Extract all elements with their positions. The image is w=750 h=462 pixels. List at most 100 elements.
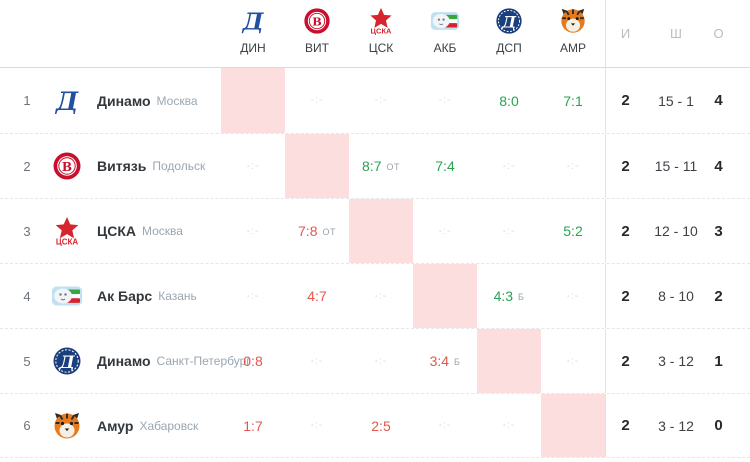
points: 3	[714, 222, 723, 240]
team-cell[interactable]: Витязь Подольск	[44, 134, 221, 198]
score-value: -:-	[246, 160, 260, 172]
team-cell[interactable]: ЦСКА Москва	[44, 199, 221, 263]
team-abbr: ВИТ	[305, 41, 329, 55]
team-row: 4 Ак Барс Казань -:- 4:7 -:- 4:3 Б -:- 2 …	[0, 263, 750, 328]
score-value: -:-	[374, 355, 388, 367]
score-suffix: ОТ	[322, 227, 336, 237]
score-value: -:-	[502, 225, 516, 237]
score-cell: -:-	[221, 199, 285, 263]
score-value: 3:4	[429, 353, 450, 369]
team-name: Динамо	[97, 353, 151, 369]
score-value: 7:1	[563, 92, 583, 109]
team-rank: 5	[23, 353, 31, 369]
score-cell: -:-	[541, 329, 605, 393]
header-team-spacer	[44, 0, 221, 67]
team-city: Подольск	[152, 159, 206, 173]
score-value: 8:7	[362, 158, 382, 174]
score-cell[interactable]: 1:7	[221, 394, 285, 457]
team-row: 1 Динамо Москва -:- -:- -:- 8:0 7:1 2 15…	[0, 68, 750, 133]
games-played: 2	[605, 394, 645, 457]
score-cell[interactable]: 4:3 Б	[477, 264, 541, 328]
vityaz-logo	[302, 6, 332, 36]
score-cell[interactable]: 5:2	[541, 199, 605, 263]
score-cell[interactable]: 0:8	[221, 329, 285, 393]
points: 2	[714, 287, 723, 305]
score-cell: -:-	[413, 394, 477, 457]
ak-bars-logo	[430, 6, 460, 36]
score-value: 2:5	[371, 417, 391, 434]
score-cell: -:-	[413, 199, 477, 263]
score-cell: -:-	[477, 394, 541, 457]
cska-logo	[366, 6, 396, 36]
goals-for-against: 15 - 1	[658, 92, 694, 109]
score-cell: -:-	[477, 134, 541, 198]
team-cell[interactable]: Динамо Санкт-Петербург	[44, 329, 251, 393]
score-cell: -:-	[349, 68, 413, 133]
goals-for-against: 3 - 12	[658, 417, 694, 434]
team-name: Витязь	[97, 158, 147, 174]
goals-for-against: 3 - 12	[658, 353, 694, 369]
score-cell	[285, 134, 349, 198]
score-cell: -:-	[221, 264, 285, 328]
score-value: 1:7	[243, 417, 263, 434]
score-value: -:-	[566, 355, 580, 367]
team-row: 6 Амур Хабаровск 1:7 -:- 2:5 -:- -:- 2 3…	[0, 393, 750, 458]
score-value: -:-	[438, 225, 452, 237]
score-value: 5:2	[563, 223, 583, 239]
goals-for-against: 15 - 11	[654, 158, 698, 174]
team-name: Динамо	[97, 92, 151, 109]
score-cell: -:-	[413, 68, 477, 133]
team-city: Москва	[142, 224, 183, 238]
header-games-played: И	[605, 0, 645, 67]
header-team-dsp[interactable]: ДСП	[477, 0, 541, 67]
team-rank: 1	[23, 93, 31, 108]
team-name: Ак Барс	[97, 288, 153, 304]
dinamo-moscow-logo	[51, 85, 83, 117]
score-cell	[477, 329, 541, 393]
header-team-vit[interactable]: ВИТ	[285, 0, 349, 67]
team-cell[interactable]: Ак Барс Казань	[44, 264, 221, 328]
team-abbr: ДИН	[240, 41, 266, 55]
score-cell[interactable]: 4:7	[285, 264, 349, 328]
score-value: 7:4	[435, 158, 455, 174]
header-team-amr[interactable]: АМР	[541, 0, 605, 67]
header-team-csk[interactable]: ЦСК	[349, 0, 413, 67]
score-cell: -:-	[285, 68, 349, 133]
score-value: -:-	[310, 420, 324, 431]
team-cell[interactable]: Амур Хабаровск	[44, 394, 221, 457]
team-abbr: ДСП	[496, 41, 522, 55]
score-suffix: ОТ	[386, 162, 400, 172]
score-value: -:-	[310, 95, 324, 106]
score-cell[interactable]: 7:8 ОТ	[285, 199, 349, 263]
points: 0	[714, 417, 723, 434]
team-city: Москва	[156, 93, 198, 108]
points: 1	[714, 352, 723, 370]
score-cell[interactable]: 7:1	[541, 68, 605, 133]
team-rank: 3	[23, 223, 31, 239]
score-cell: -:-	[349, 329, 413, 393]
score-cell[interactable]: 2:5	[349, 394, 413, 457]
score-cell[interactable]: 3:4 Б	[413, 329, 477, 393]
score-value: -:-	[246, 225, 260, 237]
score-cell	[541, 394, 605, 457]
score-cell[interactable]: 8:0	[477, 68, 541, 133]
team-abbr: АКБ	[433, 41, 457, 55]
score-value: -:-	[246, 290, 260, 302]
dinamo-spb-logo	[51, 345, 83, 377]
score-cell[interactable]: 7:4	[413, 134, 477, 198]
score-value: -:-	[438, 420, 452, 431]
score-suffix: Б	[518, 292, 525, 302]
header-team-akb[interactable]: АКБ	[413, 0, 477, 67]
amur-logo	[51, 410, 83, 442]
points: 4	[714, 157, 723, 175]
team-rank: 4	[23, 288, 31, 304]
header-team-din[interactable]: ДИН	[221, 0, 285, 67]
cska-logo	[51, 215, 83, 247]
score-cell: -:-	[221, 134, 285, 198]
dinamo-moscow-logo	[238, 6, 268, 36]
score-cell[interactable]: 8:7 ОТ	[349, 134, 413, 198]
vityaz-logo	[51, 150, 83, 182]
team-cell[interactable]: Динамо Москва	[44, 68, 221, 133]
score-cell: -:-	[285, 394, 349, 457]
score-value: -:-	[374, 95, 388, 106]
